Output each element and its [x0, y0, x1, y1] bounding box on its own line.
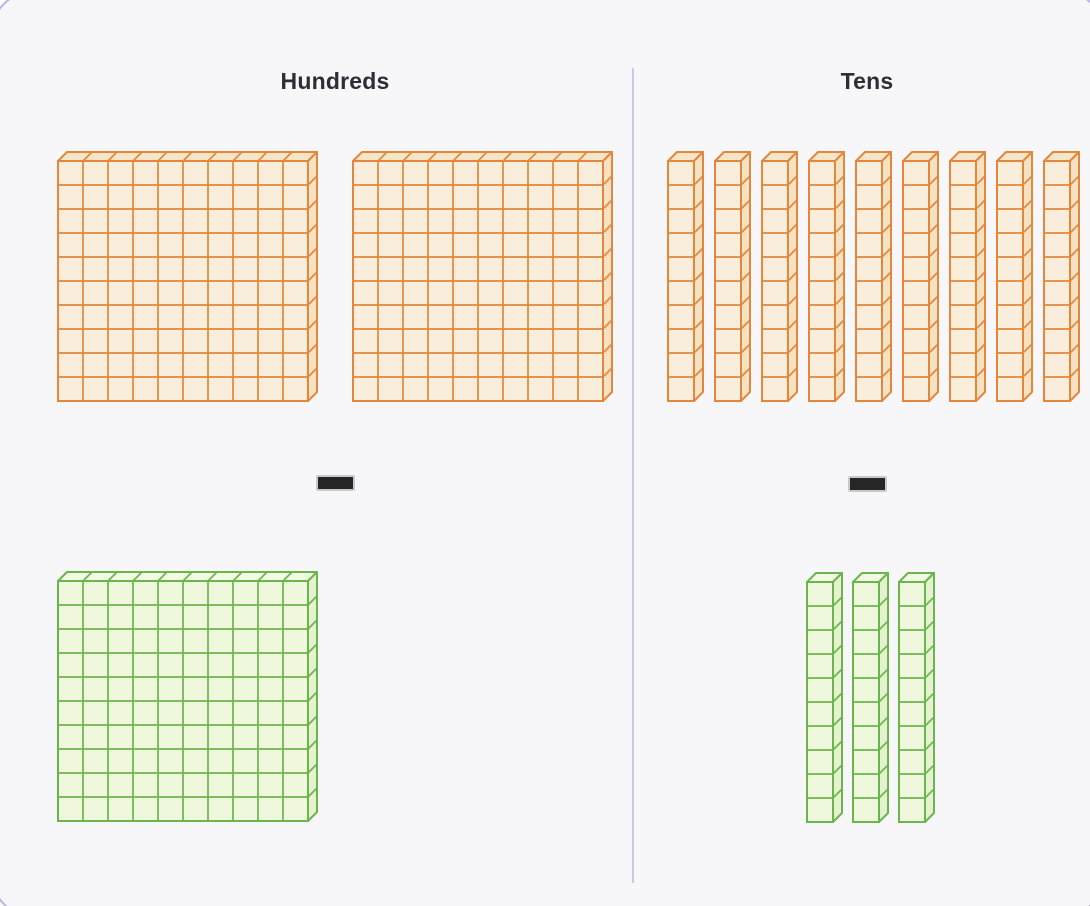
hundreds-column-label: Hundreds [280, 68, 390, 94]
hundred-flat-block[interactable] [57, 151, 319, 403]
tens-minus-operator-icon [848, 476, 887, 492]
ten-rod-block[interactable] [902, 151, 939, 403]
tens-minuend-group [667, 151, 1080, 403]
ten-rod-block[interactable] [808, 151, 845, 403]
tens-subtrahend-group [806, 572, 935, 824]
ten-rod-block[interactable] [949, 151, 986, 403]
ten-rod-block[interactable] [761, 151, 798, 403]
ten-rod-block[interactable] [806, 572, 843, 824]
hundreds-minus-operator-icon [316, 475, 355, 491]
hundred-flat-block[interactable] [352, 151, 614, 403]
hundreds-minuend-group [57, 151, 614, 403]
hundreds-subtrahend-group [57, 571, 319, 823]
ten-rod-block[interactable] [1043, 151, 1080, 403]
ten-rod-block[interactable] [996, 151, 1033, 403]
tens-column-label: Tens [840, 68, 894, 94]
column-divider [632, 68, 634, 883]
ten-rod-block[interactable] [898, 572, 935, 824]
ten-rod-block[interactable] [852, 572, 889, 824]
ten-rod-block[interactable] [855, 151, 892, 403]
ten-rod-block[interactable] [667, 151, 704, 403]
ten-rod-block[interactable] [714, 151, 751, 403]
hundred-flat-block[interactable] [57, 571, 319, 823]
